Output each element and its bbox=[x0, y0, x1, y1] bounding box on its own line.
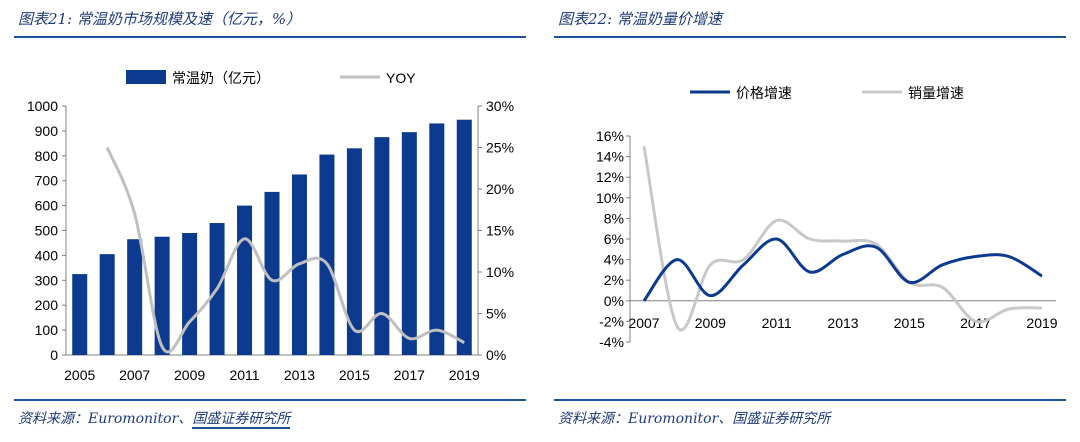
y-tick-label-left: 500 bbox=[35, 223, 59, 239]
price-volume-chart: -4% -2% 0% 2% 4% 6% 8% 10% 12% 14% 16% 2007 2009 2011… bbox=[596, 85, 1058, 350]
y-tick-label-left: 300 bbox=[35, 272, 59, 288]
legend-swatch-bar bbox=[126, 70, 166, 84]
bar bbox=[319, 154, 335, 355]
y-tick-label-right: 10% bbox=[486, 264, 514, 280]
y-tick-label: 6% bbox=[604, 231, 624, 247]
bottom-rule bbox=[554, 399, 1066, 401]
bar bbox=[99, 254, 115, 355]
y-tick-label: 0% bbox=[604, 293, 624, 309]
bar bbox=[401, 132, 417, 355]
y-tick-label: 4% bbox=[604, 252, 624, 268]
y-tick-label-left: 1000 bbox=[27, 98, 58, 114]
y-tick-label-right: 30% bbox=[486, 98, 514, 114]
x-tick-label: 2017 bbox=[394, 367, 425, 383]
x-tick-label: 2005 bbox=[64, 367, 95, 383]
y-tick-label-left: 200 bbox=[35, 297, 59, 313]
y-tick-label-left: 600 bbox=[35, 198, 59, 214]
bar bbox=[237, 205, 253, 355]
y-tick-label-left: 0 bbox=[50, 347, 58, 363]
source-note: 资料来源：Euromonitor、国盛证券研究所 bbox=[18, 408, 291, 429]
y-tick-label: 8% bbox=[604, 210, 624, 226]
left-figure: 图表21: 常温奶市场规模及速（亿元，%） 0 100 200 300 400 500 60… bbox=[14, 10, 526, 429]
y-tick-label: -2% bbox=[599, 313, 624, 329]
source-note: 资料来源：Euromonitor、国盛证券研究所 bbox=[558, 408, 830, 428]
market-size-chart: 0 100 200 300 400 500 600 700 800 900 1000 0% 5% 10% 1… bbox=[27, 70, 514, 383]
bar bbox=[127, 239, 143, 355]
x-tick-label: 2009 bbox=[174, 367, 205, 383]
x-tick-label: 2007 bbox=[119, 367, 150, 383]
legend-label-price: 价格增速 bbox=[736, 85, 792, 101]
x-tick-label: 2013 bbox=[284, 367, 315, 383]
y-tick-label-right: 15% bbox=[486, 223, 514, 239]
bar bbox=[374, 137, 390, 355]
bar bbox=[346, 148, 362, 355]
legend-label-bar: 常温奶（亿元） bbox=[172, 70, 270, 86]
bar bbox=[182, 232, 198, 355]
source-text: 资料来源：Euromonitor、 bbox=[18, 411, 193, 427]
figure-title: 图表21: 常温奶市场规模及速（亿元，%） bbox=[18, 10, 302, 28]
bar bbox=[456, 119, 472, 355]
x-tick-label: 2009 bbox=[695, 315, 726, 331]
source-org: 国盛证券研究所 bbox=[192, 411, 291, 429]
y-tick-label: 10% bbox=[596, 190, 624, 206]
x-tick-label: 2015 bbox=[894, 315, 925, 331]
y-tick-label: 2% bbox=[604, 272, 624, 288]
legend-label-line: YOY bbox=[386, 70, 416, 86]
top-rule bbox=[554, 36, 1066, 38]
y-tick-label: 12% bbox=[596, 169, 624, 185]
x-tick-label: 2019 bbox=[449, 367, 480, 383]
x-tick-label: 2015 bbox=[339, 367, 370, 383]
x-tick-label: 2013 bbox=[827, 315, 858, 331]
y-tick-label-left: 100 bbox=[35, 322, 59, 338]
bar bbox=[429, 123, 445, 356]
y-tick-label-left: 800 bbox=[35, 148, 59, 164]
price-growth-line bbox=[642, 237, 1043, 302]
y-tick-label-left: 900 bbox=[35, 123, 59, 139]
x-tick-label: 2011 bbox=[229, 367, 259, 383]
y-tick-label: 16% bbox=[596, 128, 624, 144]
y-tick-label: 14% bbox=[596, 149, 624, 165]
x-tick-label: 2007 bbox=[628, 315, 659, 331]
x-tick-label: 2019 bbox=[1026, 315, 1057, 331]
y-tick-label-right: 20% bbox=[486, 181, 514, 197]
bar bbox=[154, 236, 170, 355]
bottom-rule bbox=[14, 399, 526, 401]
right-figure: 图表22: 常温奶量价增速 -4% -2% 0% 2% 4% 6% 8% 10% 12% 14% 1… bbox=[540, 0, 1080, 442]
bar bbox=[264, 191, 280, 355]
y-tick-label-right: 0% bbox=[486, 347, 506, 363]
source-text: 资料来源：Euromonitor、国盛证券研究所 bbox=[558, 411, 831, 427]
top-rule bbox=[14, 36, 526, 38]
figure-title: 图表22: 常温奶量价增速 bbox=[558, 10, 722, 28]
y-tick-label-left: 400 bbox=[35, 247, 59, 263]
bar bbox=[72, 274, 88, 355]
yoy-line bbox=[105, 146, 465, 354]
y-tick-label-right: 5% bbox=[486, 306, 506, 322]
legend-label-volume: 销量增速 bbox=[908, 85, 964, 101]
y-tick-label-left: 700 bbox=[35, 173, 59, 189]
y-tick-label-right: 25% bbox=[486, 140, 514, 156]
x-tick-label: 2011 bbox=[762, 315, 792, 331]
y-tick-label: -4% bbox=[599, 334, 624, 350]
volume-growth-line bbox=[642, 146, 1043, 332]
